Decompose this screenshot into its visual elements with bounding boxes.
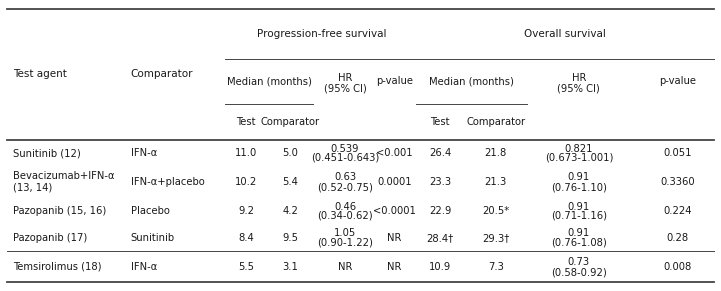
Text: (0.52-0.75): (0.52-0.75) <box>317 182 373 192</box>
Text: 7.3: 7.3 <box>488 262 504 272</box>
Text: 0.821: 0.821 <box>565 144 593 154</box>
Text: Median (months): Median (months) <box>429 76 513 86</box>
Text: 0.0001: 0.0001 <box>377 177 412 187</box>
Text: (0.451-0.643): (0.451-0.643) <box>311 153 379 163</box>
Text: IFN-α+placebo: IFN-α+placebo <box>131 177 205 187</box>
Text: <0.0001: <0.0001 <box>373 206 416 216</box>
Text: 1.05: 1.05 <box>334 228 356 238</box>
Text: Test agent: Test agent <box>13 69 67 79</box>
Text: 29.3†: 29.3† <box>482 233 510 243</box>
Text: Bevacizumab+IFN-α: Bevacizumab+IFN-α <box>13 171 115 181</box>
Text: 5.4: 5.4 <box>282 177 298 187</box>
Text: 0.73: 0.73 <box>567 257 590 267</box>
Text: 10.2: 10.2 <box>235 177 257 187</box>
Text: p-value: p-value <box>659 76 696 86</box>
Text: NR: NR <box>337 262 352 272</box>
Text: 0.051: 0.051 <box>663 148 692 158</box>
Text: 23.3: 23.3 <box>429 177 451 187</box>
Text: Test: Test <box>236 117 256 127</box>
Text: Temsirolimus (18): Temsirolimus (18) <box>13 262 102 272</box>
Text: Comparator: Comparator <box>466 117 526 127</box>
Text: NR: NR <box>387 262 402 272</box>
Text: p-value: p-value <box>376 76 413 86</box>
Text: NR: NR <box>387 233 402 243</box>
Text: 3.1: 3.1 <box>282 262 298 272</box>
Text: Sunitinib (12): Sunitinib (12) <box>13 148 81 158</box>
Text: IFN-α: IFN-α <box>131 262 157 272</box>
Text: (0.71-1.16): (0.71-1.16) <box>551 211 607 221</box>
Text: Comparator: Comparator <box>131 69 193 79</box>
Text: 0.28: 0.28 <box>667 233 689 243</box>
Text: HR: HR <box>337 74 352 84</box>
Text: 0.008: 0.008 <box>663 262 692 272</box>
Text: Placebo: Placebo <box>131 206 169 216</box>
Text: 0.91: 0.91 <box>567 228 590 238</box>
Text: (13, 14): (13, 14) <box>13 183 52 193</box>
Text: 21.3: 21.3 <box>485 177 507 187</box>
Text: Progression-free survival: Progression-free survival <box>257 29 386 39</box>
Text: 21.8: 21.8 <box>485 148 507 158</box>
Text: (0.673-1.001): (0.673-1.001) <box>544 153 613 163</box>
Text: 0.3360: 0.3360 <box>660 177 695 187</box>
Text: (0.90-1.22): (0.90-1.22) <box>317 237 373 248</box>
Text: Comparator: Comparator <box>260 117 319 127</box>
Text: 11.0: 11.0 <box>235 148 257 158</box>
Text: Pazopanib (15, 16): Pazopanib (15, 16) <box>13 206 106 216</box>
Text: 9.5: 9.5 <box>282 233 298 243</box>
Text: 5.0: 5.0 <box>282 148 298 158</box>
Text: 9.2: 9.2 <box>238 206 254 216</box>
Text: 26.4: 26.4 <box>429 148 451 158</box>
Text: (0.58-0.92): (0.58-0.92) <box>551 267 606 277</box>
Text: 0.46: 0.46 <box>334 201 356 212</box>
Text: IFN-α: IFN-α <box>131 148 157 158</box>
Text: Test: Test <box>430 117 450 127</box>
Text: Overall survival: Overall survival <box>523 29 606 39</box>
Text: 28.4†: 28.4† <box>427 233 454 243</box>
Text: 22.9: 22.9 <box>429 206 451 216</box>
Text: (0.76-1.10): (0.76-1.10) <box>551 182 607 192</box>
Text: <0.001: <0.001 <box>376 148 412 158</box>
Text: 10.9: 10.9 <box>429 262 451 272</box>
Text: 0.224: 0.224 <box>663 206 692 216</box>
Text: 0.91: 0.91 <box>567 201 590 212</box>
Text: (0.76-1.08): (0.76-1.08) <box>551 237 606 248</box>
Text: 4.2: 4.2 <box>282 206 298 216</box>
Text: 8.4: 8.4 <box>238 233 254 243</box>
Text: HR: HR <box>572 74 586 84</box>
Text: 5.5: 5.5 <box>238 262 254 272</box>
Text: 0.539: 0.539 <box>331 144 359 154</box>
Text: (0.34-0.62): (0.34-0.62) <box>317 211 373 221</box>
Text: 0.63: 0.63 <box>334 172 356 182</box>
Text: Sunitinib: Sunitinib <box>131 233 175 243</box>
Text: 20.5*: 20.5* <box>482 206 510 216</box>
Text: (95% CI): (95% CI) <box>557 84 600 93</box>
Text: Pazopanib (17): Pazopanib (17) <box>13 233 87 243</box>
Text: (95% CI): (95% CI) <box>324 84 366 93</box>
Text: 0.91: 0.91 <box>567 172 590 182</box>
Text: Median (months): Median (months) <box>226 76 311 86</box>
